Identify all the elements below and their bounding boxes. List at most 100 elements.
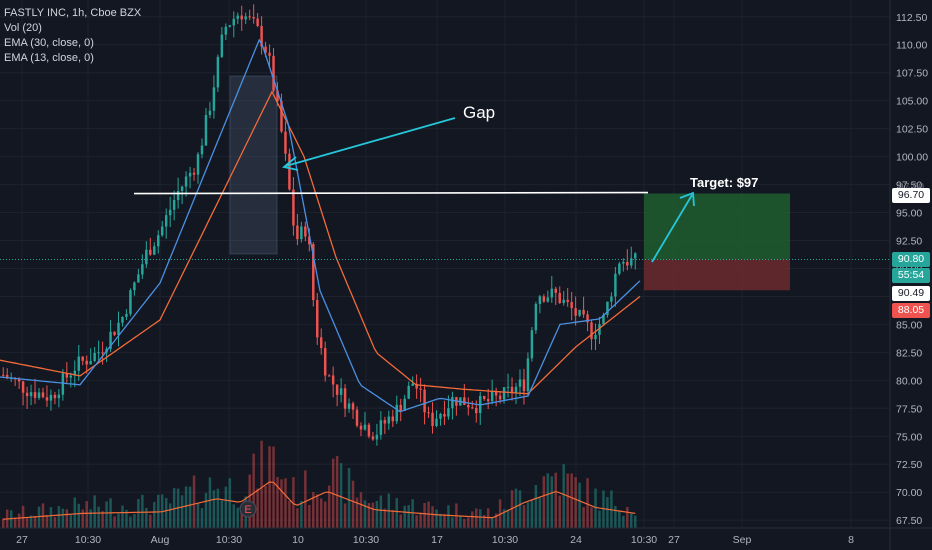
candle-body [308,236,311,245]
candle-body [486,398,490,402]
volume-bar [566,473,569,528]
candle-body [610,296,613,302]
legend-ema13[interactable]: EMA (13, close, 0) [4,52,94,64]
volume-bar [141,494,144,528]
candle-body [415,383,418,389]
candle-body [598,324,601,335]
candle-body [498,395,502,400]
volume-bar [133,514,136,528]
candle-body [141,264,144,275]
volume-bar [367,503,371,528]
candle-body [176,190,180,201]
candle-body [184,176,188,187]
legend-symbol[interactable]: FASTLY INC, 1h, Cboe BZX [4,7,142,19]
candle-body [359,425,363,430]
volume-bar [316,494,319,528]
volume-bar [439,513,442,528]
volume-bar [304,470,307,528]
x-tick-label: 10:30 [353,534,379,546]
volume-bar [57,506,61,528]
candle-body [121,316,124,323]
candle-body [272,55,275,91]
candle-body [542,296,546,302]
volume-bar [45,514,49,528]
candle-body [534,304,538,331]
volume-bar [2,518,5,528]
candle-body [447,408,450,417]
candle-body [526,358,530,392]
price-tag-target: 96.70 [892,188,930,203]
candle-body [347,403,351,409]
candle-body [554,288,557,293]
volume-bar [224,486,228,528]
x-tick-label: 10:30 [492,534,518,546]
earnings-circle [239,500,257,518]
y-tick-label: 70.00 [896,487,922,499]
y-tick-label: 102.50 [896,124,928,136]
stop-zone [644,259,790,291]
candle-body [133,282,136,291]
volume-bar [526,502,530,528]
candle-body [168,209,172,216]
candle-body [323,348,327,376]
price-tag-prev: 90.49 [892,286,930,301]
gap-annotation-label[interactable]: Gap [463,103,496,122]
ema13-line [0,38,641,413]
candle-body [403,398,406,412]
candle-body [594,334,597,340]
candle-body [73,370,77,376]
volume-bar [73,497,77,528]
volume-bar [335,455,339,528]
volume-bar [391,510,395,528]
volume-bar [212,490,216,528]
candle-body [296,225,299,240]
volume-bar [574,477,577,528]
candle-body [33,392,37,398]
candle-body [5,374,9,379]
volume-bar [117,513,120,528]
volume-bar [320,498,323,528]
volume-bar [121,505,124,528]
candle-body [268,52,271,56]
chart-legend: FASTLY INC, 1h, Cboe BZX Vol (20) EMA (3… [4,6,141,66]
candle-body [109,331,112,349]
candle-body [41,392,45,398]
candle-body [101,352,104,354]
candle-body [363,424,367,430]
volume-bar [300,501,303,528]
candle-body [467,404,470,408]
candle-body [164,215,168,227]
y-tick-label: 107.50 [896,68,928,80]
candle-body [443,413,446,417]
volume-bar [129,516,132,528]
volume-bar [419,512,422,528]
candle-body [538,296,542,305]
volume-bar [542,476,546,528]
candle-body [188,172,192,177]
candle-body [494,391,498,396]
candle-body [224,26,228,35]
candle-body [451,397,454,409]
volume-bar [164,498,168,528]
volume-bar [359,492,363,528]
target-annotation-label[interactable]: Target: $97 [690,175,759,190]
volume-bar [145,507,148,528]
volume-bar [168,503,172,528]
legend-ema30[interactable]: EMA (30, close, 0) [4,37,94,49]
price-tag-stop: 88.05 [892,303,930,318]
candle-body [351,403,355,410]
volume-bar [550,476,554,528]
volume-bar [482,514,486,528]
volume-bar [403,505,406,528]
candle-body [208,110,212,116]
candle-body [248,16,251,18]
volume-bar [256,488,259,528]
candle-body [463,397,466,405]
candle-body [149,249,152,255]
volume-bar [220,500,224,528]
volume-bar [77,503,80,528]
legend-volume[interactable]: Vol (20) [4,22,42,34]
volume-bar [216,488,220,528]
volume-bar [490,517,494,528]
